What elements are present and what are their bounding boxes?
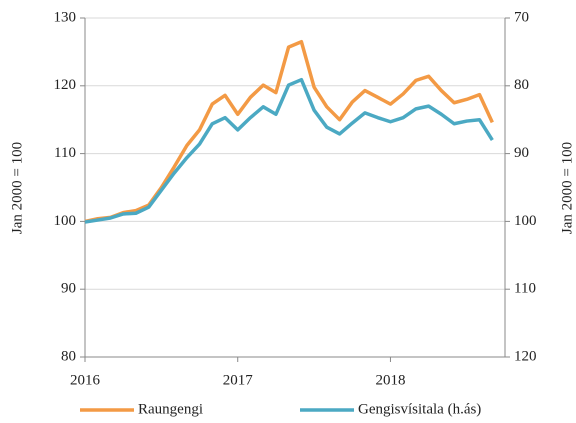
- y2-tick-label: 70: [514, 9, 529, 25]
- y2-tick-label: 100: [514, 213, 537, 229]
- y2-tick-label: 110: [514, 281, 536, 297]
- y-tick-label: 80: [61, 348, 76, 364]
- x-tick-label: 2017: [223, 372, 254, 388]
- y-tick-label: 100: [54, 213, 77, 229]
- y2-tick-label: 90: [514, 145, 529, 161]
- legend-label: Gengisvísitala (h.ás): [358, 401, 481, 417]
- y2-tick-label: 120: [514, 348, 537, 364]
- y-tick-label: 90: [61, 281, 76, 297]
- y2-axis-label: Jan 2000 = 100: [559, 142, 575, 234]
- line-series: [84, 77, 494, 224]
- x-tick-label: 2018: [375, 372, 405, 388]
- y2-tick-label: 80: [514, 77, 529, 93]
- y-tick-label: 130: [54, 9, 77, 25]
- line-series: [84, 39, 494, 224]
- y-tick-label: 120: [54, 77, 77, 93]
- legend-label: Raungengi: [138, 401, 203, 417]
- x-tick-label: 2016: [70, 372, 101, 388]
- y-tick-label: 110: [54, 145, 76, 161]
- y-axis-label: Jan 2000 = 100: [9, 142, 25, 234]
